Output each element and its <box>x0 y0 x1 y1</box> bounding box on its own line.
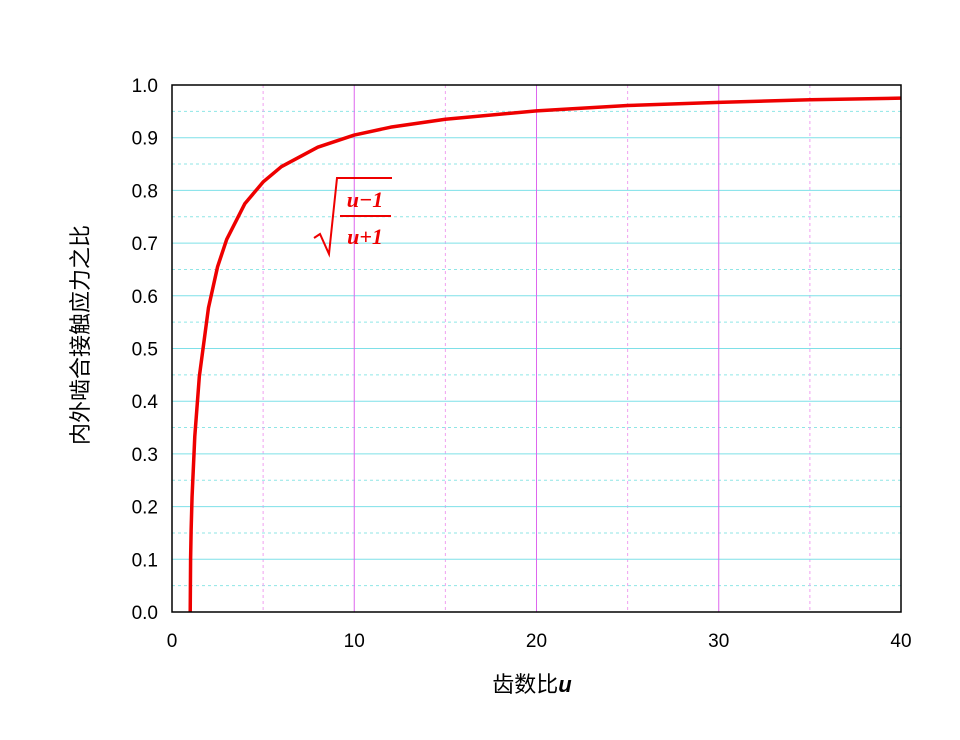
y-tick-label: 0.9 <box>132 129 158 150</box>
denominator: u+1 <box>347 224 383 249</box>
grid <box>171 84 902 613</box>
numerator: u−1 <box>347 187 384 212</box>
x-axis-label: 齿数比u <box>492 672 572 698</box>
y-axis-label: 内外啮合接触应力之比 <box>69 225 94 445</box>
x-tick-label: 20 <box>526 631 547 652</box>
y-tick-label: 0.1 <box>132 550 158 571</box>
y-tick-label: 0.5 <box>132 340 158 361</box>
formula: u−1 u+1 <box>313 177 392 258</box>
y-tick-label: 0.0 <box>132 603 158 624</box>
y-tick-label: 0.8 <box>132 181 158 202</box>
x-tick-label: 30 <box>708 631 729 652</box>
y-tick-label: 0.4 <box>132 392 159 413</box>
plot-frame <box>171 84 902 613</box>
x-tick-label: 10 <box>344 631 365 652</box>
plot <box>188 96 902 613</box>
y-tick-label: 1.0 <box>132 76 158 97</box>
x-tick-label: 40 <box>890 631 911 652</box>
x-axis-label-text: 齿数比 <box>492 673 558 698</box>
line-series <box>188 96 902 613</box>
y-tick-label: 0.7 <box>132 234 158 255</box>
radical <box>313 177 392 258</box>
x-axis-label-var: u <box>558 672 572 697</box>
y-tick-label: 0.2 <box>132 498 158 519</box>
x-tick-label: 0 <box>167 631 178 652</box>
y-tick-label: 0.3 <box>132 445 158 466</box>
y-tick-label: 0.6 <box>132 287 158 308</box>
